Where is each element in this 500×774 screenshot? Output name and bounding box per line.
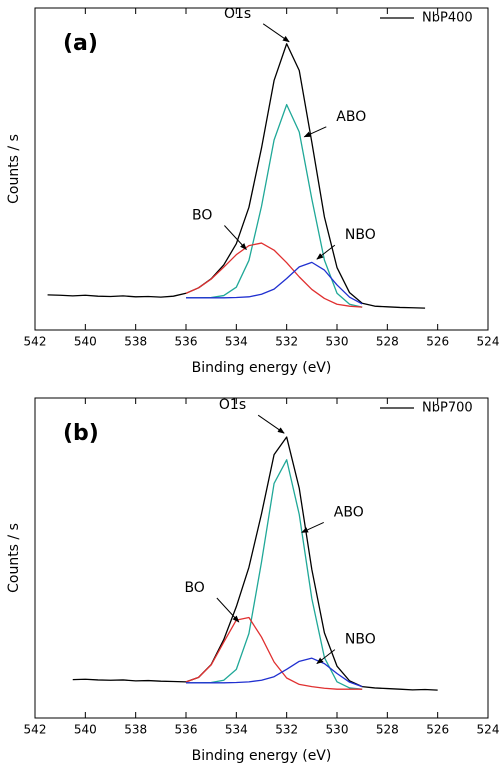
x-tick-label: 526 [426, 335, 449, 349]
x-tick-label: 528 [376, 335, 399, 349]
series-line [185, 616, 363, 690]
annotation-label: O1s [224, 6, 251, 22]
annotation-label: ABO [334, 504, 364, 520]
legend-label: NbP400 [422, 11, 473, 26]
x-tick-label: 538 [124, 335, 147, 349]
chart-panel: 542 540 538 536 534 532 530 528 526 524 Binding en… [6, 397, 499, 764]
annotation-arrow [224, 225, 247, 251]
annotation-label: BO [192, 208, 212, 224]
series-line [186, 103, 363, 308]
y-axis-title: Counts / s [6, 523, 22, 593]
x-tick-label: 530 [326, 335, 349, 349]
annotation-label: NBO [345, 227, 376, 243]
annotation-label: BO [184, 580, 204, 596]
x-axis-title: Binding energy (eV) [192, 360, 332, 376]
x-tick-label: 530 [326, 723, 349, 737]
annotation-arrow [316, 244, 336, 260]
panel-label: (a) [63, 31, 98, 56]
series-line [186, 261, 363, 305]
annotation-label: NBO [345, 632, 376, 648]
x-tick-label: 526 [426, 723, 449, 737]
x-tick-label: 534 [225, 335, 248, 349]
x-tick-label: 532 [275, 335, 298, 349]
annotation-arrow [262, 23, 290, 43]
series-line [47, 43, 426, 309]
x-tick-label: 524 [477, 335, 500, 349]
series-line [186, 459, 363, 690]
y-axis-title: Counts / s [6, 134, 22, 204]
x-axis-title: Binding energy (eV) [192, 748, 332, 764]
annotation-arrow [301, 521, 324, 533]
x-tick-label: 536 [175, 723, 198, 737]
series-line [185, 242, 363, 308]
x-tick-label: 528 [376, 723, 399, 737]
x-tick-label: 540 [74, 335, 97, 349]
chart-panel: 542 540 538 536 534 532 530 528 526 524 Binding en… [6, 6, 499, 376]
plot-frame [34, 397, 489, 719]
annotation-label: O1s [219, 397, 246, 413]
legend-label: NbP700 [422, 401, 473, 416]
x-tick-label: 524 [477, 723, 500, 737]
x-tick-label: 534 [225, 723, 248, 737]
x-tick-label: 536 [175, 335, 198, 349]
series-line [72, 436, 438, 691]
annotation-arrow [316, 649, 336, 665]
x-tick-label: 540 [74, 723, 97, 737]
x-tick-label: 542 [24, 723, 47, 737]
plot-frame [34, 7, 489, 331]
x-tick-label: 532 [275, 723, 298, 737]
annotation-arrow [257, 414, 285, 434]
panel-label: (b) [63, 421, 99, 446]
annotation-arrow [216, 597, 240, 623]
annotation-label: ABO [336, 109, 366, 125]
series-line [186, 657, 363, 688]
annotation-arrow [303, 126, 327, 138]
x-tick-label: 542 [24, 335, 47, 349]
x-tick-label: 538 [124, 723, 147, 737]
